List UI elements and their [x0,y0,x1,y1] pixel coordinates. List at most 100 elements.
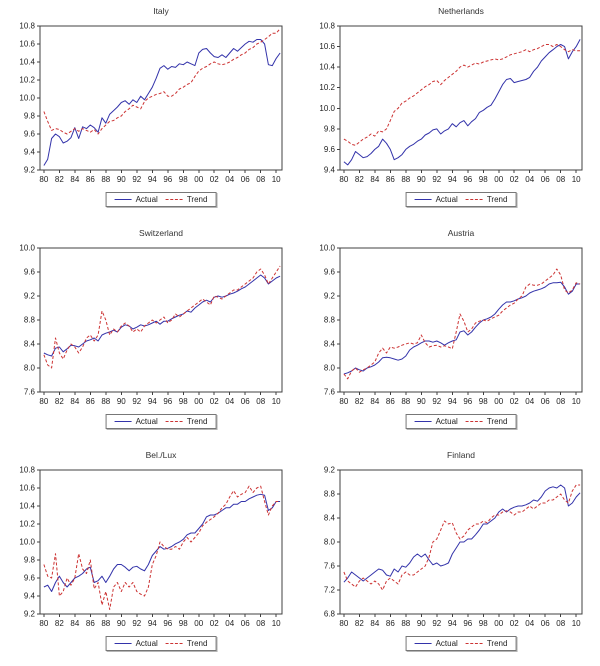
y-tick-label: 10.6 [319,42,335,51]
y-tick-label: 9.4 [24,148,36,157]
x-tick-label: 10 [572,397,581,406]
actual-series-line [343,484,581,583]
trend-line-icon [165,643,183,644]
actual-series-line [343,281,581,375]
chart-legend: Actual Trend [405,636,517,651]
legend-label-trend: Trend [186,639,208,648]
x-tick-label: 86 [86,397,95,406]
trend-series-line [343,484,581,591]
y-tick-label: 9.2 [324,466,336,475]
x-tick-label: 02 [510,175,519,184]
x-tick-label: 10 [272,397,281,406]
legend-label-actual: Actual [135,639,158,648]
x-tick-label: 00 [194,175,203,184]
chart-legend: Actual Trend [405,192,517,207]
chart-cell-switzerland: Switzerland 7.6 8.0 8.4 8.8 9.2 9.6 10.0 80 82 84… [0,222,300,444]
y-tick-label: 9.6 [24,268,36,277]
x-tick-label: 88 [101,175,110,184]
x-tick-label: 08 [556,175,565,184]
y-tick-label: 9.4 [324,166,336,175]
x-tick-label: 84 [370,397,379,406]
x-tick-label: 86 [386,175,395,184]
chart-plot: 9.4 9.6 9.8 10.0 10.2 10.4 10.6 10.8 80 82 84 86 88 9… [319,22,583,184]
y-tick-label: 9.6 [24,130,36,139]
y-tick-label: 10.8 [19,466,35,475]
x-tick-label: 02 [510,619,519,628]
legend-label-trend: Trend [486,417,508,426]
chart-cell-italy: Italy 9.2 9.4 9.6 9.8 10.0 10.2 10.4 10.6 10.8 80… [0,0,300,222]
x-tick-label: 82 [55,619,64,628]
x-tick-label: 88 [401,619,410,628]
actual-series-line [43,39,281,166]
chart-cell-bel-lux: Bel./Lux 9.2 9.4 9.6 9.8 10.0 10.2 10.4 10.6 10.… [0,444,300,666]
y-tick-label: 9.6 [324,268,336,277]
y-tick-label: 9.2 [24,610,36,619]
actual-line-icon [414,199,432,200]
chart-plot: 9.2 9.4 9.6 9.8 10.0 10.2 10.4 10.6 10.8 80 82 84 86… [19,22,283,184]
y-tick-label: 7.6 [324,562,336,571]
x-tick-label: 94 [148,397,157,406]
x-tick-label: 86 [86,175,95,184]
actual-series-line [43,274,281,357]
x-tick-label: 86 [386,397,395,406]
legend-label-actual: Actual [435,417,458,426]
y-tick-label: 9.8 [24,112,36,121]
legend-label-trend: Trend [186,195,208,204]
x-tick-label: 06 [241,175,250,184]
y-tick-label: 10.2 [19,76,35,85]
x-tick-label: 08 [256,397,265,406]
chart-legend: Actual Trend [105,414,217,429]
y-tick-label: 9.8 [24,556,36,565]
x-tick-label: 94 [148,175,157,184]
x-tick-label: 00 [494,619,503,628]
y-tick-label: 10.0 [19,244,35,253]
x-tick-label: 06 [541,397,550,406]
plot-frame [39,247,283,393]
x-tick-label: 80 [39,397,48,406]
y-tick-label: 7.2 [324,586,336,595]
legend-label-actual: Actual [135,417,158,426]
actual-line-icon [114,199,132,200]
x-tick-label: 80 [39,619,48,628]
x-tick-label: 06 [541,175,550,184]
x-tick-label: 90 [417,619,426,628]
x-tick-label: 96 [163,619,172,628]
x-tick-label: 90 [117,619,126,628]
x-tick-label: 84 [370,175,379,184]
x-tick-label: 80 [339,397,348,406]
x-tick-label: 82 [55,175,64,184]
legend-label-actual: Actual [135,195,158,204]
chart-plot: 6.8 7.2 7.6 8.0 8.4 8.8 9.2 80 82 84 86 88 90 92 94 96 9… [324,466,583,628]
y-tick-label: 8.4 [24,340,36,349]
x-tick-label: 92 [432,397,441,406]
y-tick-label: 8.0 [324,364,336,373]
x-tick-label: 82 [55,397,64,406]
x-tick-label: 96 [163,175,172,184]
x-tick-label: 92 [132,619,141,628]
x-tick-label: 98 [179,619,188,628]
x-tick-label: 88 [401,175,410,184]
y-tick-label: 10.0 [19,94,35,103]
x-tick-label: 94 [448,175,457,184]
x-tick-label: 90 [417,397,426,406]
legend-label-trend: Trend [186,417,208,426]
x-tick-label: 88 [101,619,110,628]
y-tick-label: 10.4 [19,58,35,67]
x-tick-label: 98 [479,397,488,406]
x-tick-label: 06 [241,397,250,406]
x-tick-label: 02 [510,397,519,406]
y-tick-label: 10.0 [319,244,335,253]
chart-plot: 7.6 8.0 8.4 8.8 9.2 9.6 10.0 80 82 84 86 88 90 92 94 96… [19,244,283,406]
x-tick-label: 00 [494,397,503,406]
x-tick-label: 02 [210,397,219,406]
x-tick-label: 88 [101,397,110,406]
x-tick-label: 00 [194,397,203,406]
x-tick-label: 82 [355,175,364,184]
y-tick-label: 7.6 [324,388,336,397]
actual-line-icon [114,421,132,422]
actual-line-icon [414,421,432,422]
x-tick-label: 00 [194,619,203,628]
y-tick-label: 9.2 [24,166,36,175]
legend-label-actual: Actual [435,195,458,204]
